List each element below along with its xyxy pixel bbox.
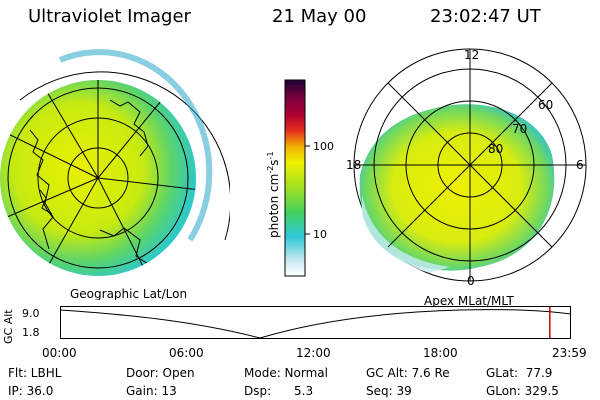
status-door: Door: Open <box>126 366 195 380</box>
status-ip: IP: 36.0 <box>8 384 54 398</box>
altitude-ylabel-wrap: GC Alt <box>2 300 16 346</box>
status-dsp: Dsp: 5.3 <box>244 384 314 398</box>
status-glon: GLon: 329.5 <box>486 384 559 398</box>
mlat-label-60: 60 <box>538 98 553 112</box>
status-seq: Seq: 39 <box>366 384 412 398</box>
status-gain: Gain: 13 <box>126 384 177 398</box>
xtick-0600: 06:00 <box>169 346 204 360</box>
xtick-2359: 23:59 <box>552 346 587 360</box>
status-mode: Mode: Normal <box>244 366 328 380</box>
emission-region <box>359 104 555 271</box>
colorbar-tick-100: 100 <box>313 140 334 153</box>
mlt-label-6: 6 <box>576 158 584 172</box>
mlt-label-18: 18 <box>346 158 361 172</box>
mlat-label-70: 70 <box>512 122 527 136</box>
geographic-image-panel: Geographic Lat/Lon <box>0 49 230 300</box>
altitude-ymin: 1.8 <box>22 326 40 339</box>
colorbar-tick-10: 10 <box>313 228 327 241</box>
apex-polar-panel: 12 18 6 0 60 70 80 <box>346 48 587 288</box>
altitude-curve <box>60 309 572 339</box>
header-time: 23:02:47 UT <box>430 6 541 27</box>
xtick-1800: 18:00 <box>423 346 458 360</box>
status-glat: GLat: 77.9 <box>486 366 553 380</box>
apex-caption: Apex MLat/MLT <box>424 294 514 308</box>
altitude-strip <box>60 306 572 339</box>
status-filter: Flt: LBHL <box>8 366 62 380</box>
geographic-caption: Geographic Lat/Lon <box>70 287 187 300</box>
xtick-0000: 00:00 <box>42 346 77 360</box>
header-date: 21 May 00 <box>272 6 367 27</box>
xtick-1200: 12:00 <box>296 346 331 360</box>
altitude-ymax: 9.0 <box>22 307 40 320</box>
colorbar: 100 10 photon cm-2s-1 <box>266 79 334 277</box>
colorbar-unit-label: photon cm-2s-1 <box>266 151 281 238</box>
altitude-ylabel: GC Alt <box>2 309 15 344</box>
colorbar-gradient <box>284 79 306 277</box>
mlt-label-12: 12 <box>464 48 479 62</box>
status-gcalt: GC Alt: 7.6 Re <box>366 366 450 380</box>
mlt-label-0: 0 <box>467 274 475 288</box>
mlat-label-80: 80 <box>488 142 503 156</box>
instrument-title: Ultraviolet Imager <box>28 6 191 27</box>
